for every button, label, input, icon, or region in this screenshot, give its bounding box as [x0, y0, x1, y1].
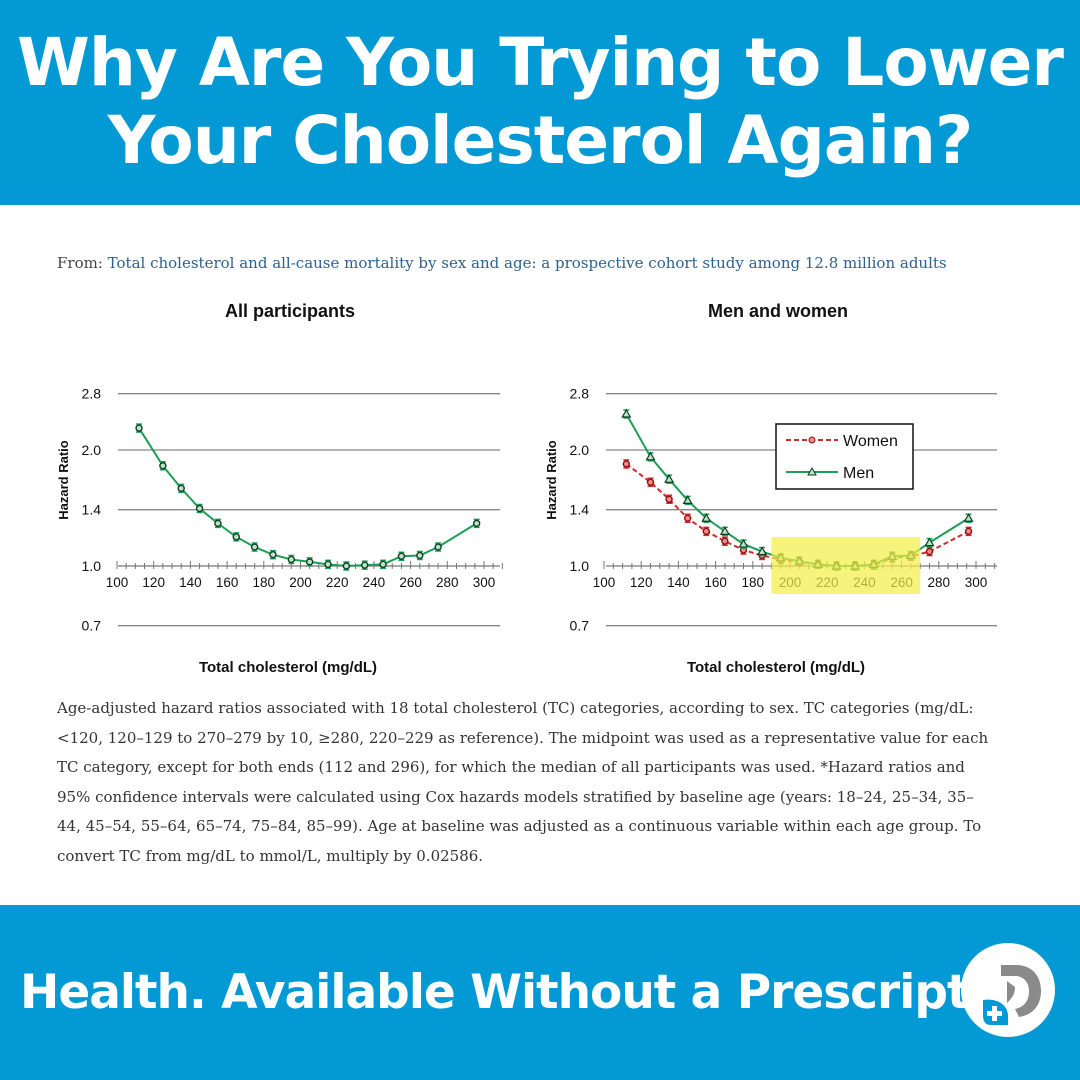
- figure-caption: Age-adjusted hazard ratios associated wi…: [57, 694, 1037, 871]
- data-point: [214, 519, 222, 528]
- data-point-triangle: [621, 408, 632, 418]
- data-point: [721, 537, 729, 545]
- data-point-triangle: [645, 451, 656, 461]
- caption-line: TC category, except for both ends (112 a…: [57, 758, 965, 776]
- x-tick-label: 220: [326, 575, 349, 590]
- x-tick-label: 200: [289, 575, 312, 590]
- footer-tagline: Health. Available Without a Prescription: [20, 965, 1048, 1020]
- caption-line: 44, 45–54, 55–64, 65–74, 75–84, 85–99). …: [57, 817, 982, 835]
- x-tick-label: 240: [363, 575, 386, 590]
- data-point: [379, 560, 387, 569]
- series-line: [138, 427, 478, 568]
- x-tick-label: 160: [704, 575, 727, 590]
- x-tick-label: 160: [216, 575, 239, 590]
- x-tick-label: 180: [742, 575, 765, 590]
- x-tick-label: 180: [253, 575, 276, 590]
- data-point: [646, 478, 655, 486]
- x-tick-label: 260: [399, 575, 422, 590]
- data-point: [361, 561, 369, 569]
- data-point: [135, 424, 143, 432]
- headline-line-2: Your Cholesterol Again?: [107, 102, 974, 179]
- data-point-triangle: [664, 473, 675, 483]
- data-point-triangle: [757, 546, 768, 556]
- data-point-triangle: [924, 537, 935, 547]
- y-axis-title: Hazard Ratio: [544, 440, 559, 520]
- y-tick-label: 1.0: [82, 558, 102, 574]
- data-point: [159, 462, 167, 470]
- legend-marker: [807, 466, 817, 476]
- x-tick-label: 120: [142, 575, 165, 590]
- legend-label: Women: [843, 433, 898, 450]
- data-point: [622, 460, 631, 468]
- x-tick-label: 300: [473, 575, 496, 590]
- x-tick-label: 300: [965, 575, 988, 590]
- data-point-triangle: [738, 538, 749, 548]
- data-point: [250, 543, 259, 551]
- data-point: [195, 504, 204, 513]
- headline-line-1: Why Are You Trying to Lower: [17, 24, 1064, 101]
- data-point: [416, 551, 424, 560]
- x-axis-title: Total cholesterol (mg/dL): [687, 659, 865, 676]
- data-point: [397, 552, 406, 560]
- x-tick-label: 100: [106, 575, 129, 590]
- data-point: [324, 560, 332, 569]
- data-point: [665, 495, 673, 503]
- legend-label: Men: [843, 465, 874, 482]
- chart-title-sex: Men and women: [707, 301, 848, 321]
- y-tick-label: 2.8: [82, 386, 102, 402]
- chart-title-all: All participants: [224, 301, 356, 321]
- y-tick-label: 1.0: [570, 558, 590, 574]
- y-tick-label: 1.4: [82, 502, 102, 518]
- x-axis-title: Total cholesterol (mg/dL): [199, 659, 377, 676]
- data-point: [287, 555, 296, 564]
- data-point-triangle: [963, 513, 974, 522]
- data-point-triangle: [719, 526, 730, 535]
- x-tick-label: 280: [436, 575, 459, 590]
- x-tick-label: 280: [928, 575, 951, 590]
- y-tick-label: 2.0: [82, 442, 102, 458]
- data-point: [434, 543, 442, 551]
- x-tick-label: 140: [179, 575, 202, 590]
- data-point-triangle: [682, 495, 693, 504]
- y-tick-label: 0.7: [570, 618, 590, 634]
- data-point: [964, 527, 973, 536]
- x-tick-label: 100: [593, 575, 616, 590]
- y-tick-label: 2.8: [570, 386, 590, 402]
- y-tick-label: 2.0: [570, 442, 590, 458]
- data-point: [472, 519, 481, 528]
- data-point: [684, 514, 692, 522]
- y-tick-label: 1.4: [570, 502, 590, 518]
- highlight-region: [771, 537, 921, 594]
- caption-line: <120, 120–129 to 270–279 by 10, ≥280, 22…: [57, 728, 989, 747]
- legend-box: [775, 423, 914, 490]
- y-tick-label: 0.7: [82, 618, 102, 634]
- source-prefix: From:: [57, 254, 103, 272]
- legend-marker: [808, 436, 816, 444]
- brand-logo-icon: [961, 943, 1055, 1037]
- caption-line: 95% confidence intervals were calculated…: [57, 787, 974, 806]
- caption-line: convert TC from mg/dL to mmol/L, multipl…: [57, 846, 484, 865]
- header-banner: Why Are You Trying to Lower Your Cholest…: [0, 0, 1080, 205]
- data-point: [702, 527, 710, 536]
- x-tick-label: 120: [630, 575, 653, 590]
- data-point: [925, 547, 934, 556]
- source-link[interactable]: Total cholesterol and all-cause mortalit…: [107, 254, 947, 272]
- caption-line: Age-adjusted hazard ratios associated wi…: [57, 699, 974, 717]
- data-point: [269, 550, 277, 559]
- data-point: [342, 562, 351, 570]
- data-point: [305, 558, 314, 566]
- source-citation: From: Total cholesterol and all-cause mo…: [57, 254, 947, 272]
- data-point: [232, 533, 240, 541]
- y-axis-title: Hazard Ratio: [56, 440, 71, 520]
- data-point: [177, 484, 185, 493]
- x-tick-label: 140: [667, 575, 690, 590]
- data-point-triangle: [701, 513, 712, 522]
- footer-banner: Health. Available Without a Prescription: [0, 905, 1080, 1080]
